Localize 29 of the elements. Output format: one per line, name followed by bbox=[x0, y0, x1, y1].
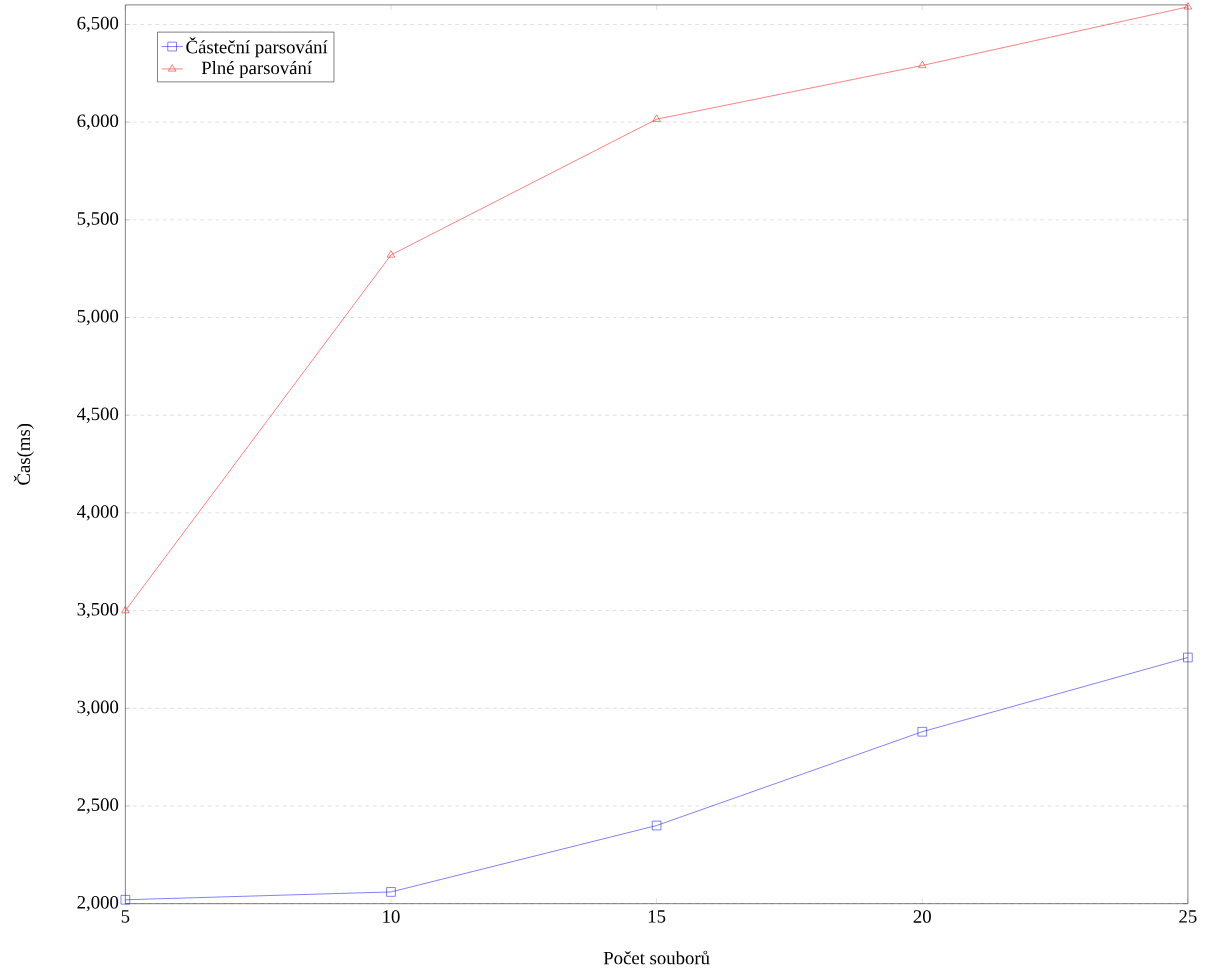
y-tick-label: 5,000 bbox=[77, 309, 119, 326]
y-tick-label: 3,500 bbox=[77, 602, 119, 619]
legend-label: Částeční parsování bbox=[186, 37, 328, 58]
x-tick-label: 15 bbox=[648, 910, 666, 923]
x-tick-label: 25 bbox=[1179, 910, 1197, 923]
y-tick-label: 6,000 bbox=[77, 114, 119, 130]
y-tick-label: 4,500 bbox=[77, 407, 119, 423]
point bbox=[651, 820, 662, 831]
legend-label: Plné parsování bbox=[201, 61, 312, 79]
point bbox=[121, 606, 130, 614]
x-axis-title: Počet souborů bbox=[603, 950, 710, 965]
y-tick-label: 5,500 bbox=[77, 212, 119, 228]
x-tick-label: 20 bbox=[913, 910, 931, 923]
point bbox=[652, 114, 661, 122]
y-tick-label: 2,500 bbox=[77, 798, 119, 814]
point bbox=[386, 250, 396, 258]
point bbox=[386, 887, 396, 897]
point bbox=[918, 60, 927, 68]
point bbox=[1183, 652, 1193, 663]
x-tick-label: 10 bbox=[383, 910, 400, 923]
y-tick-label: 6,500 bbox=[77, 16, 119, 33]
y-axis-title: Čas(ms) bbox=[13, 423, 34, 485]
point bbox=[1183, 2, 1192, 10]
point bbox=[917, 727, 927, 737]
x-tick-label: 5 bbox=[121, 910, 130, 923]
y-tick-label: 4,000 bbox=[77, 505, 119, 521]
y-tick-label: 2,000 bbox=[77, 896, 119, 912]
point bbox=[120, 895, 130, 905]
y-tick-label: 3,000 bbox=[77, 700, 119, 717]
